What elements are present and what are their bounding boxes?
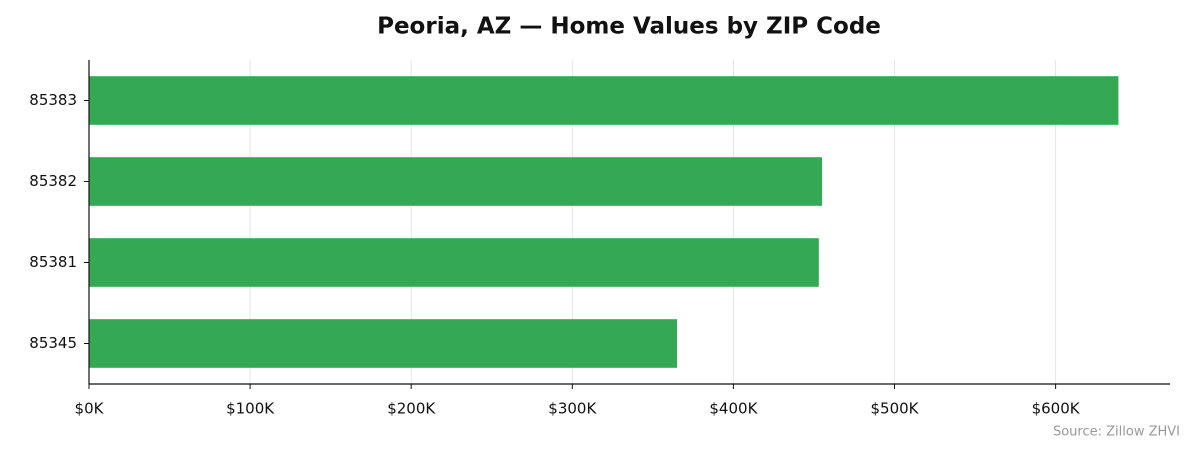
- y-tick-label: 85382: [29, 172, 77, 190]
- x-tick-label: $600K: [1032, 400, 1081, 418]
- bar: [89, 157, 823, 206]
- x-tick-label: $300K: [548, 400, 597, 418]
- x-tick-label: $100K: [226, 400, 275, 418]
- bar: [89, 238, 819, 287]
- source-note: Source: Zillow ZHVI: [1053, 425, 1180, 440]
- y-tick-label: 85381: [29, 253, 77, 271]
- x-tick-label: $0K: [75, 400, 105, 418]
- chart-title: Peoria, AZ — Home Values by ZIP Code: [377, 14, 881, 40]
- x-tick-label: $400K: [709, 400, 758, 418]
- bar: [89, 76, 1119, 125]
- y-tick-label: 85345: [29, 334, 77, 352]
- bar: [89, 319, 678, 368]
- x-tick-label: $500K: [871, 400, 920, 418]
- x-tick-label: $200K: [387, 400, 436, 418]
- y-tick-label: 85383: [29, 91, 77, 109]
